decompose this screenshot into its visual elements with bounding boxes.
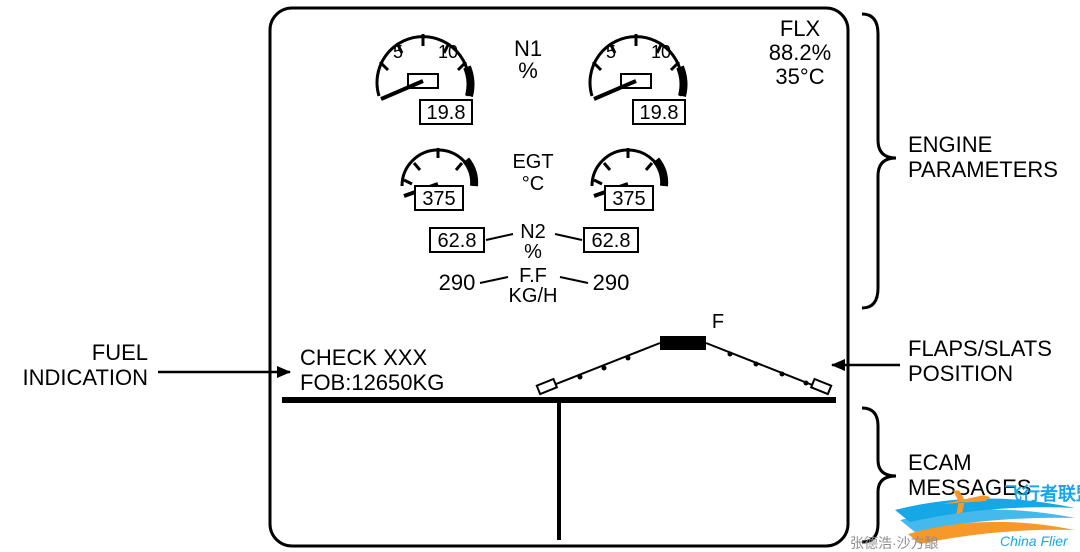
watermark-cn: 飞行者联盟 (1004, 483, 1080, 504)
ff-left-value: 290 (439, 270, 476, 295)
fuel-line2: FOB:12650KG (300, 370, 444, 395)
fuel-line1: CHECK XXX (300, 345, 427, 370)
callout-fuel-line2: INDICATION (23, 365, 148, 390)
watermark-sub: 张德浩·沙方酿 (850, 535, 939, 551)
egt-label-bottom: °C (522, 173, 544, 195)
ff-label-bottom: KG/H (509, 285, 558, 307)
ecam-diagram: FLX 88.2% 35°C N1 % 5 10 19.8 5 10 (0, 0, 1080, 552)
egt-left-value: 375 (422, 188, 455, 210)
egt-label-top: EGT (512, 151, 553, 173)
egt-right-gauge: 375 (592, 148, 664, 210)
n1-left-tick-5: 5 (393, 42, 403, 62)
n1-left-tick-10: 10 (438, 42, 458, 62)
callout-engine-line1: ENGINE (908, 132, 992, 157)
flx-percent: 88.2% (769, 40, 831, 65)
egt-left-gauge: 375 (402, 148, 474, 210)
callout-ecam-line1: ECAM (908, 450, 972, 475)
flx-label: FLX (780, 16, 821, 41)
n2-left-value: 62.8 (438, 230, 477, 252)
n2-right-value: 62.8 (592, 230, 631, 252)
n1-label-bottom: % (518, 58, 538, 83)
callout-flaps-line1: FLAPS/SLATS (908, 336, 1052, 361)
ff-label-top: F.F (519, 265, 547, 287)
egt-right-value: 375 (612, 188, 645, 210)
engine-parameters-brace (862, 14, 896, 308)
callout-fuel-line1: FUEL (92, 340, 148, 365)
n1-right-tick-10: 10 (651, 42, 671, 62)
ff-right-value: 290 (593, 270, 630, 295)
n2-label-bottom: % (524, 241, 542, 263)
flaps-slats-indicator: F (537, 311, 831, 394)
callout-engine-line2: PARAMETERS (908, 157, 1058, 182)
n1-right-tick-5: 5 (606, 42, 616, 62)
n1-left-gauge: 5 10 19.8 (377, 34, 472, 124)
watermark-en: China Flier (1000, 533, 1069, 549)
flx-temp: 35°C (775, 64, 824, 89)
n2-label-top: N2 (520, 221, 546, 243)
n1-left-value: 19.8 (427, 102, 466, 124)
flaps-f-label: F (712, 311, 724, 333)
callout-flaps-line2: POSITION (908, 361, 1013, 386)
n1-right-value: 19.8 (640, 102, 679, 124)
n1-right-gauge: 5 10 19.8 (590, 34, 685, 124)
ecam-messages-brace (862, 408, 896, 542)
